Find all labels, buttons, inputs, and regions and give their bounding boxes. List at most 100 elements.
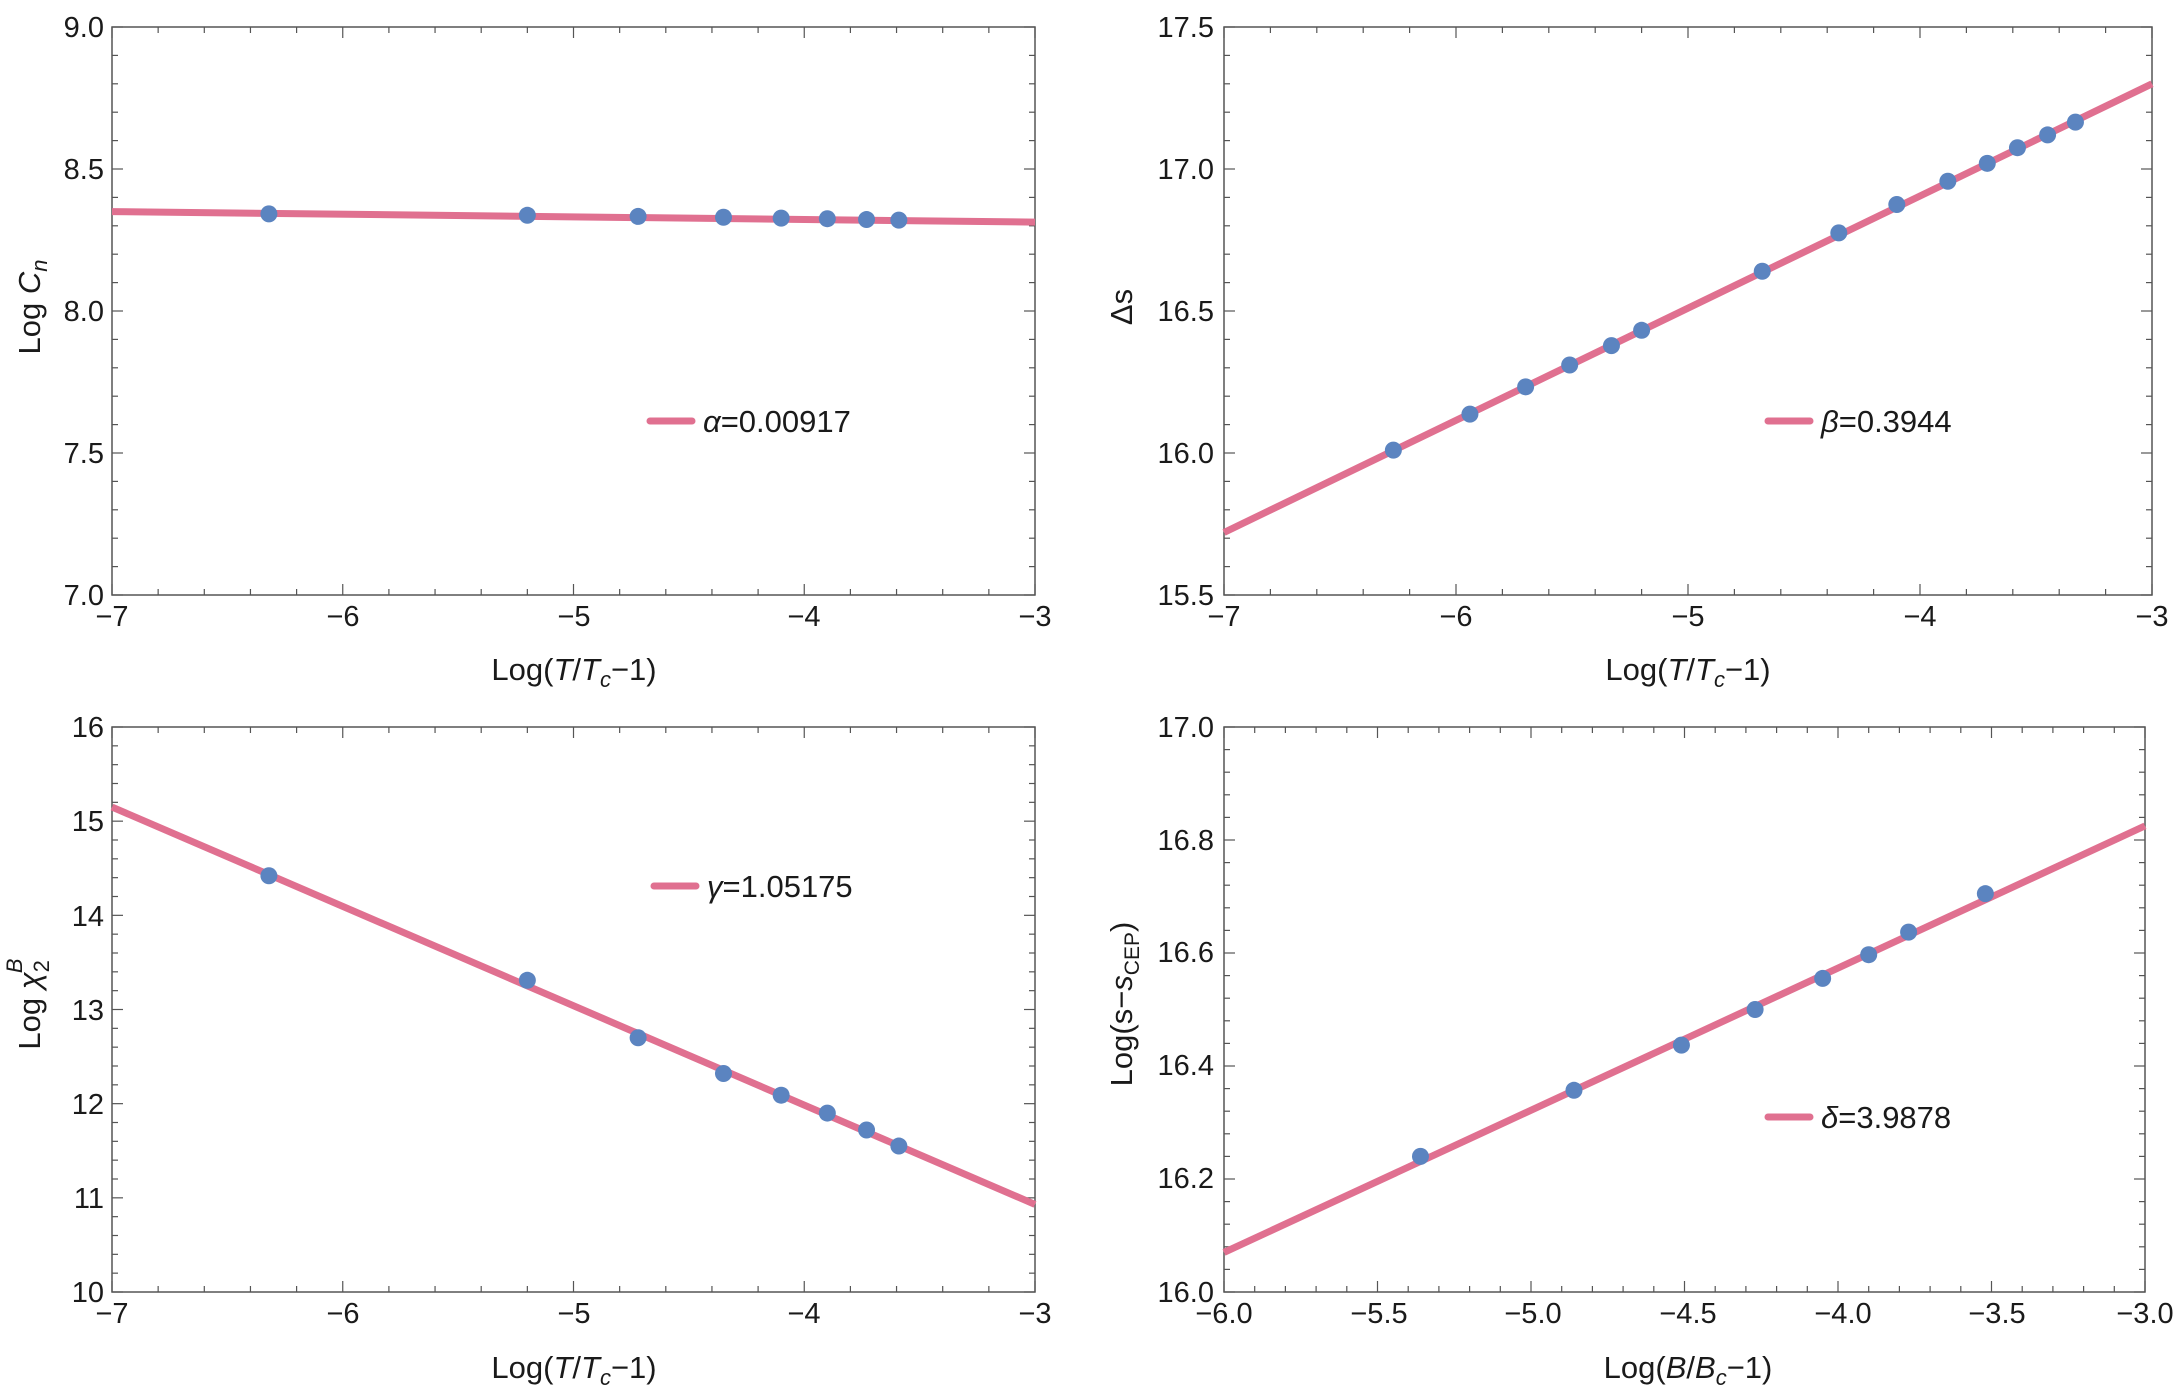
x-axis-label: Log(T/Tc−1) <box>491 652 656 692</box>
legend: α=0.00917 <box>646 404 851 439</box>
data-points <box>1384 113 2084 459</box>
data-point <box>260 867 278 885</box>
panel-susceptibility: −7 −6 −5 −4 −3 10 11 12 13 14 15 16 Log(… <box>2 712 1052 1390</box>
y-axis-label: Log Cn <box>12 260 52 355</box>
x-axis-label: Log(T/Tc−1) <box>491 1350 656 1390</box>
x-tick-label: −3 <box>2135 601 2168 633</box>
data-point <box>2039 126 2057 144</box>
data-point <box>890 1137 908 1155</box>
y-tick-label: 16.2 <box>1158 1163 1214 1195</box>
x-axis-label: Log(T/Tc−1) <box>1605 652 1770 692</box>
y-tick-label: 16.4 <box>1158 1050 1214 1082</box>
x-tick-label: −5 <box>557 1298 590 1330</box>
data-point <box>890 211 908 229</box>
fit-line <box>1222 80 2154 536</box>
fit-line-layer <box>1222 80 2154 536</box>
data-point <box>714 208 732 226</box>
plot-frame <box>1223 26 2153 596</box>
legend: γ=1.05175 <box>650 869 853 904</box>
legend-label: δ=3.9878 <box>1821 1100 1951 1135</box>
data-point <box>772 1086 790 1104</box>
y-tick-label: 15 <box>72 806 104 838</box>
data-point <box>818 1104 836 1122</box>
data-point <box>2008 139 2026 157</box>
x-tick-label: −4 <box>787 1298 820 1330</box>
data-point <box>260 205 278 223</box>
data-point <box>1672 1036 1690 1054</box>
data-point <box>818 210 836 228</box>
x-tick-labels: −7 −6 −5 −4 −3 <box>95 601 1051 633</box>
data-point <box>1384 441 1402 459</box>
y-tick-label: 16 <box>72 712 104 744</box>
x-tick-label: −6.0 <box>1195 1298 1252 1330</box>
data-point <box>1602 337 1620 355</box>
data-points <box>260 867 908 1155</box>
data-point <box>1753 262 1771 280</box>
y-tick-label: 17.5 <box>1158 12 1214 44</box>
y-tick-label: 12 <box>72 1089 104 1121</box>
data-point <box>1939 172 1957 190</box>
x-tick-label: −7 <box>95 601 128 633</box>
legend-label: α=0.00917 <box>703 404 851 439</box>
data-point <box>1517 378 1535 396</box>
x-tick-label: −7 <box>1207 601 1240 633</box>
y-tick-label: 16.0 <box>1158 438 1214 470</box>
data-point <box>629 1029 647 1047</box>
y-tick-label: 7.0 <box>64 580 104 612</box>
data-point <box>1888 196 1906 213</box>
data-point <box>1561 356 1579 374</box>
data-point <box>518 971 536 989</box>
legend: β=0.3944 <box>1764 404 1952 439</box>
x-tick-label: −6 <box>1439 601 1472 633</box>
panel-entropy-jump: −7 −6 −5 −4 −3 15.5 16.0 16.5 17.0 17.5 … <box>1104 12 2169 692</box>
x-tick-label: −4 <box>787 601 820 633</box>
y-tick-label: 16.0 <box>1158 1277 1214 1309</box>
y-tick-label: 13 <box>72 995 104 1027</box>
y-tick-label: 8.0 <box>64 296 104 328</box>
data-point <box>1860 946 1878 964</box>
x-tick-label: −5.0 <box>1504 1298 1561 1330</box>
y-tick-label: 16.6 <box>1158 937 1214 969</box>
y-tick-label: 10 <box>72 1277 104 1309</box>
data-point <box>1461 405 1479 423</box>
data-point <box>1978 154 1996 172</box>
plot-frame <box>1223 726 2146 1293</box>
y-tick-label: 17.0 <box>1158 712 1214 744</box>
y-tick-label: 14 <box>72 901 104 933</box>
data-point <box>772 209 790 227</box>
panel-critical-isotherm: −6.0 −5.5 −5.0 −4.5 −4.0 −3.5 −3.0 16.0 … <box>1104 712 2174 1390</box>
panel-heat-capacity: −7 −6 −5 −4 −3 7.0 7.5 8.0 8.5 9.0 Log(T… <box>12 12 1052 692</box>
data-point <box>1976 885 1994 903</box>
data-point <box>1565 1081 1583 1099</box>
data-point <box>518 206 536 224</box>
y-tick-labels: 16.0 16.2 16.4 16.6 16.8 17.0 <box>1158 712 1214 1309</box>
y-axis-label: Log(s−sCEP) <box>1104 922 1144 1087</box>
data-point <box>1411 1147 1429 1165</box>
x-tick-labels: −6.0 −5.5 −5.0 −4.5 −4.0 −3.5 −3.0 <box>1195 1298 2173 1330</box>
data-point <box>858 211 876 229</box>
legend: δ=3.9878 <box>1764 1100 1951 1135</box>
y-tick-label: 8.5 <box>64 154 104 186</box>
x-tick-label: −7 <box>95 1298 128 1330</box>
x-tick-label: −3.5 <box>1968 1298 2025 1330</box>
x-tick-label: −3 <box>1018 1298 1051 1330</box>
y-tick-label: 11 <box>74 1183 104 1215</box>
y-tick-label: 7.5 <box>64 438 104 470</box>
data-point <box>1746 1001 1764 1018</box>
x-tick-labels: −7 −6 −5 −4 −3 <box>1207 601 2168 633</box>
data-points <box>260 205 908 229</box>
plot-border <box>1223 726 2146 1293</box>
data-point <box>1633 321 1651 339</box>
y-axis-label: Δs <box>1104 289 1139 325</box>
x-tick-label: −6 <box>326 601 359 633</box>
y-tick-label: 17.0 <box>1158 154 1214 186</box>
x-tick-label: −5 <box>557 601 590 633</box>
data-point <box>858 1121 876 1139</box>
y-tick-labels: 15.5 16.0 16.5 17.0 17.5 <box>1158 12 1214 612</box>
plot-frame <box>111 26 1036 596</box>
data-points <box>1411 885 1994 1165</box>
data-point <box>629 207 647 225</box>
x-tick-label: −3.0 <box>2116 1298 2173 1330</box>
y-tick-label: 15.5 <box>1158 580 1214 612</box>
